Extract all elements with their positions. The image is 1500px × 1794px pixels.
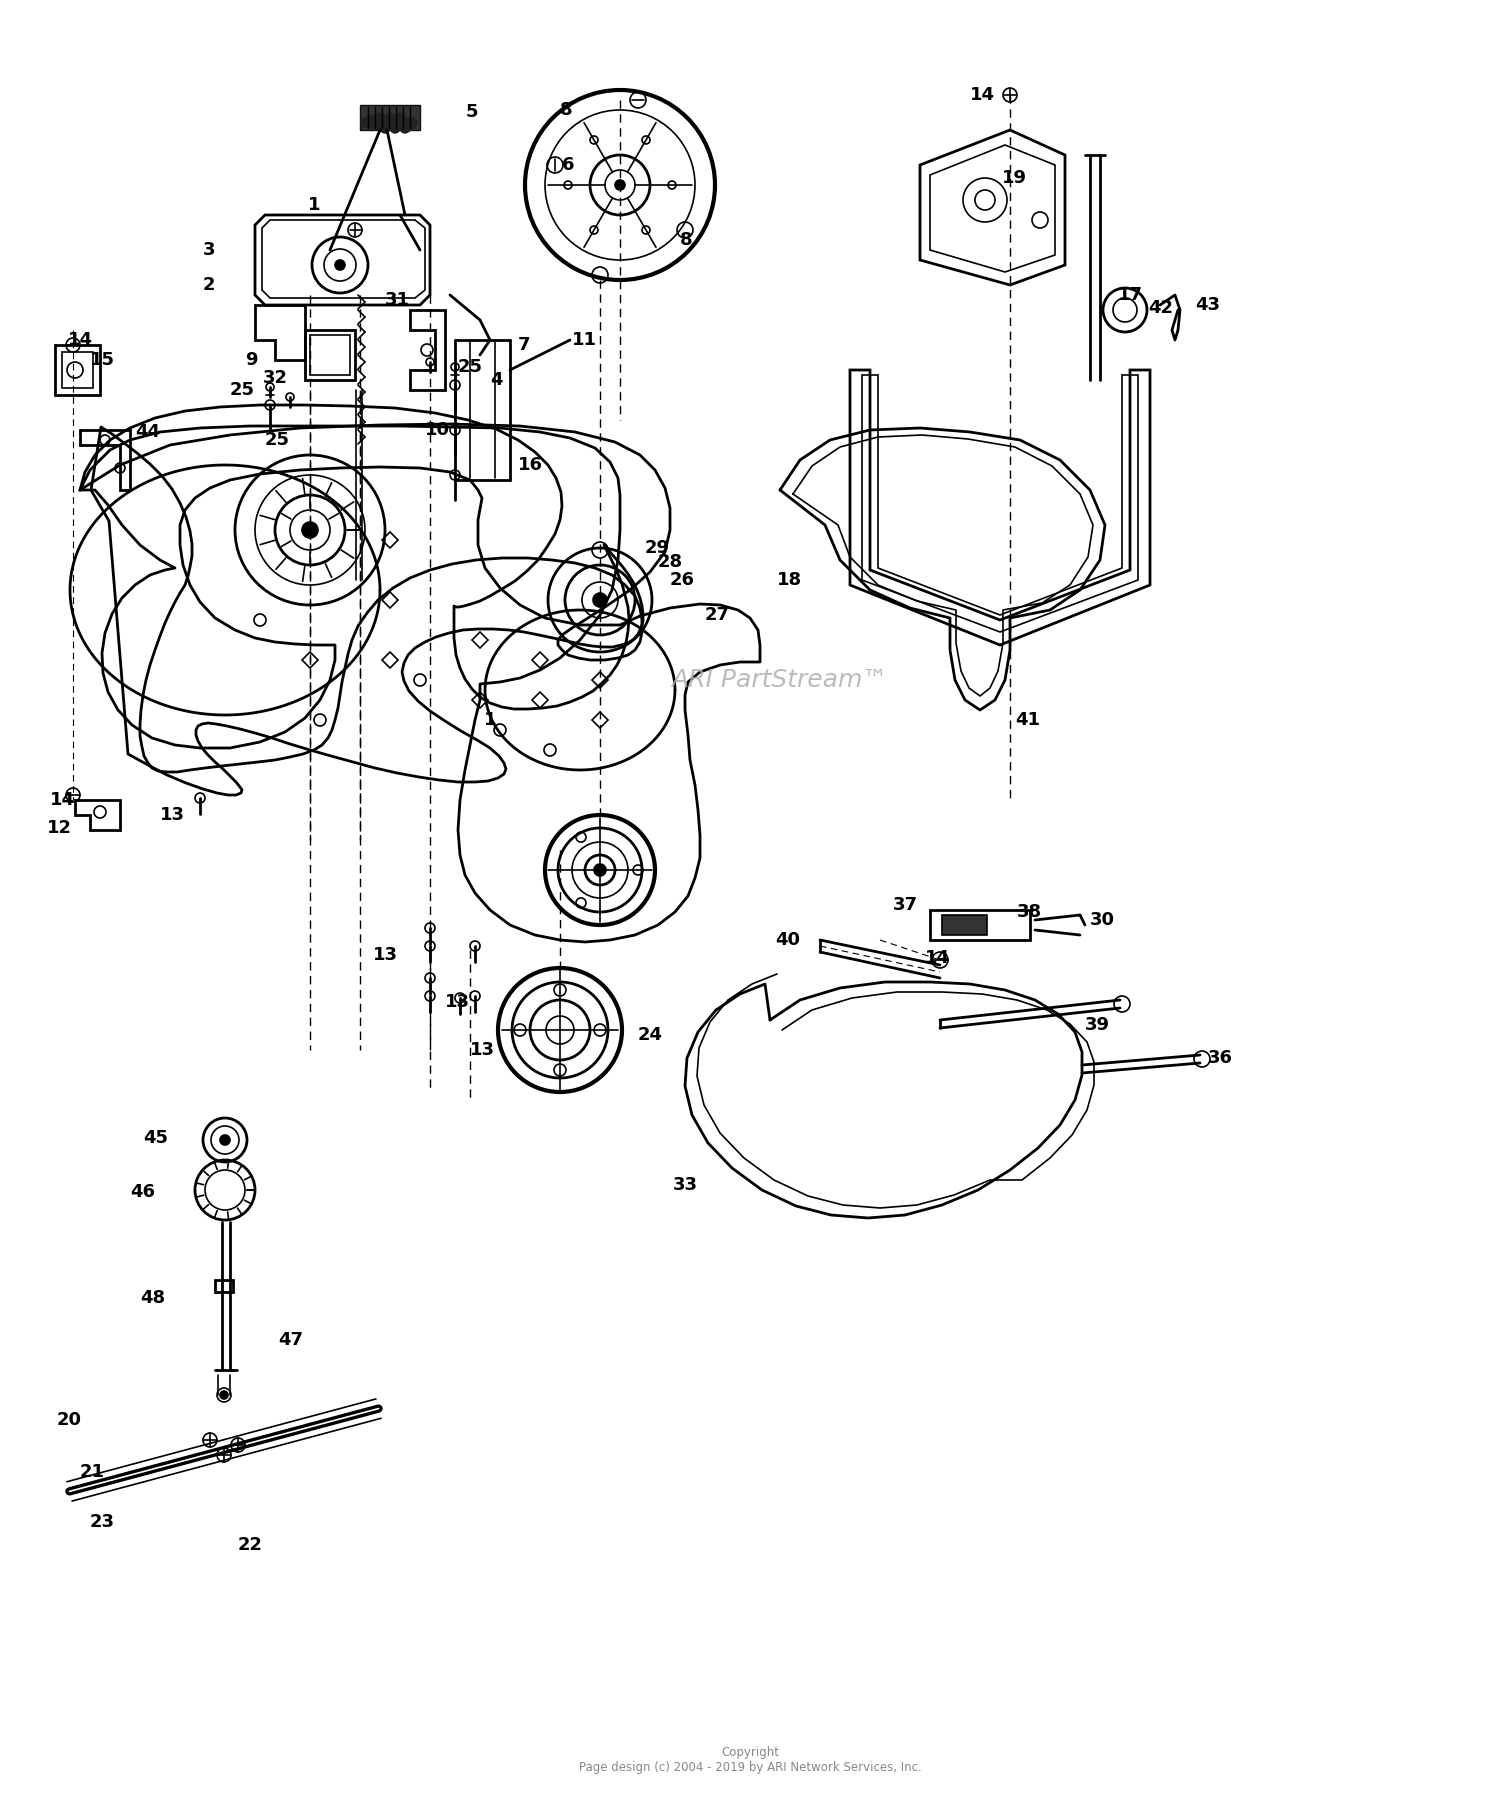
Text: 14: 14 xyxy=(50,791,75,809)
Text: Copyright
Page design (c) 2004 - 2019 by ARI Network Services, Inc.: Copyright Page design (c) 2004 - 2019 by… xyxy=(579,1746,921,1774)
Text: 29: 29 xyxy=(645,538,670,556)
Text: 23: 23 xyxy=(90,1512,116,1530)
Bar xyxy=(360,106,420,129)
Text: 10: 10 xyxy=(424,422,450,440)
Text: 27: 27 xyxy=(705,606,730,624)
Text: 16: 16 xyxy=(518,456,543,474)
Text: 36: 36 xyxy=(1208,1049,1233,1067)
Text: 14: 14 xyxy=(68,332,93,350)
Text: 44: 44 xyxy=(135,423,160,441)
Text: 7: 7 xyxy=(518,335,531,353)
Text: 22: 22 xyxy=(238,1536,262,1554)
Text: 48: 48 xyxy=(140,1290,165,1308)
Text: 8: 8 xyxy=(680,231,693,249)
Text: 8: 8 xyxy=(560,100,573,118)
Text: 6: 6 xyxy=(562,156,574,174)
Text: 2: 2 xyxy=(202,276,214,294)
Text: 19: 19 xyxy=(1002,169,1028,187)
Text: 15: 15 xyxy=(90,352,116,370)
Text: 18: 18 xyxy=(777,570,802,588)
Text: 13: 13 xyxy=(374,945,398,963)
Text: 39: 39 xyxy=(1084,1015,1110,1033)
Text: 37: 37 xyxy=(892,895,918,913)
Text: 28: 28 xyxy=(658,553,682,570)
Text: 33: 33 xyxy=(674,1177,698,1195)
Text: 41: 41 xyxy=(1016,710,1040,728)
Text: 4: 4 xyxy=(490,371,502,389)
Circle shape xyxy=(592,594,608,606)
Circle shape xyxy=(220,1390,228,1399)
Text: 47: 47 xyxy=(278,1331,303,1349)
Circle shape xyxy=(334,260,345,271)
Text: 20: 20 xyxy=(57,1412,82,1430)
Circle shape xyxy=(302,522,318,538)
Text: 45: 45 xyxy=(142,1128,168,1146)
Text: 42: 42 xyxy=(1148,300,1173,318)
Text: 32: 32 xyxy=(262,370,288,388)
Bar xyxy=(942,915,987,935)
Text: 17: 17 xyxy=(1118,285,1143,303)
Text: 13: 13 xyxy=(470,1041,495,1058)
Text: 30: 30 xyxy=(1090,911,1114,929)
Text: 26: 26 xyxy=(670,570,694,588)
Text: 3: 3 xyxy=(202,240,214,258)
Text: 5: 5 xyxy=(465,102,478,120)
Text: 12: 12 xyxy=(46,820,72,838)
Bar xyxy=(930,910,1030,940)
Bar xyxy=(214,1279,232,1292)
Text: 25: 25 xyxy=(230,380,255,398)
Text: 14: 14 xyxy=(970,86,994,104)
Text: 21: 21 xyxy=(80,1462,105,1482)
Text: 25: 25 xyxy=(266,431,290,448)
Circle shape xyxy=(594,865,606,875)
Text: 1: 1 xyxy=(483,710,496,728)
Circle shape xyxy=(220,1136,230,1145)
Text: 13: 13 xyxy=(446,994,470,1012)
Text: 14: 14 xyxy=(926,949,950,967)
Text: 11: 11 xyxy=(572,332,597,350)
Text: ARI PartStream™: ARI PartStream™ xyxy=(672,667,888,692)
Text: 1: 1 xyxy=(308,196,320,213)
Text: 46: 46 xyxy=(130,1182,154,1200)
Text: 43: 43 xyxy=(1196,296,1219,314)
Text: 13: 13 xyxy=(160,806,184,823)
Text: 31: 31 xyxy=(386,291,410,309)
Text: 38: 38 xyxy=(1017,902,1042,920)
Text: 40: 40 xyxy=(776,931,800,949)
Circle shape xyxy=(615,179,626,190)
Text: 24: 24 xyxy=(638,1026,663,1044)
Text: 9: 9 xyxy=(246,352,258,370)
Text: 25: 25 xyxy=(458,359,483,377)
